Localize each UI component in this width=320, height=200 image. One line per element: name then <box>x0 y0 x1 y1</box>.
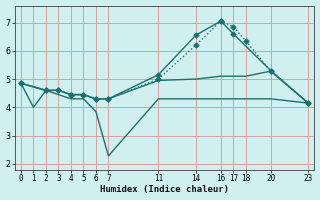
X-axis label: Humidex (Indice chaleur): Humidex (Indice chaleur) <box>100 185 229 194</box>
